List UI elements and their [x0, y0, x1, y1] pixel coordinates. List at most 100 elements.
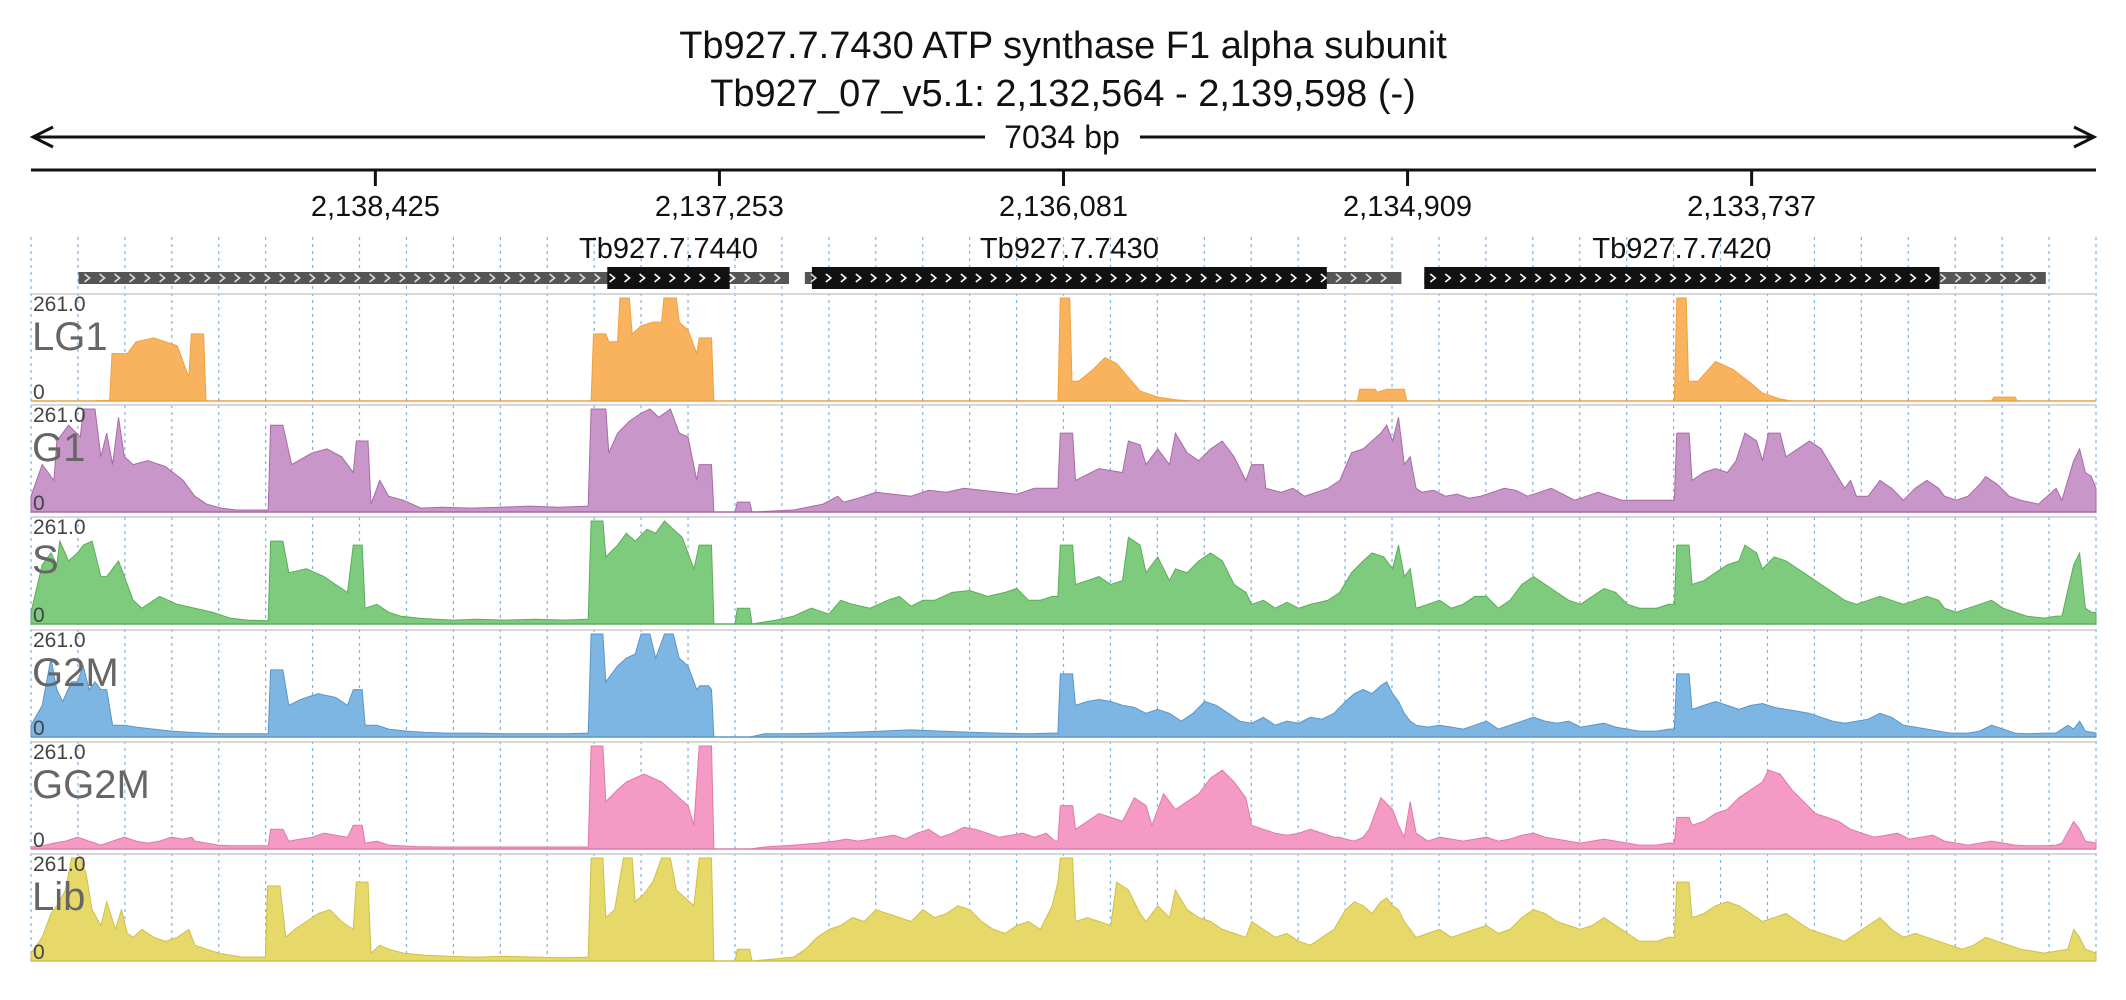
strand-chevron: [1200, 273, 1208, 283]
y-min-label: 0: [33, 829, 45, 852]
gene-label: Tb927.7.7420: [1592, 233, 1771, 265]
strand-chevron: [810, 273, 818, 283]
strand-chevron: [1639, 273, 1647, 283]
ruler-tick-label: 2,136,081: [999, 191, 1128, 223]
strand-chevron: [1579, 273, 1587, 283]
strand-chevron: [915, 273, 923, 283]
strand-chevron: [669, 273, 676, 283]
strand-chevron: [1365, 273, 1373, 283]
strand-chevron: [975, 273, 983, 283]
strand-chevron: [1140, 273, 1148, 283]
strand-chevron: [744, 273, 751, 283]
strand-chevron: [429, 273, 436, 283]
strand-chevron: [960, 273, 968, 283]
strand-chevron: [459, 273, 466, 283]
strand-chevron: [354, 273, 361, 283]
strand-chevron: [1999, 273, 2007, 283]
y-max-label: 261.0: [33, 629, 86, 652]
strand-chevron: [279, 273, 286, 283]
strand-chevron: [114, 273, 121, 283]
strand-chevron: [2029, 273, 2037, 283]
strand-chevron: [504, 273, 511, 283]
strand-chevron: [1624, 273, 1632, 283]
strand-chevron: [855, 273, 863, 283]
strand-chevron: [1474, 273, 1482, 283]
strand-chevron: [399, 273, 406, 283]
strand-chevron: [264, 273, 271, 283]
strand-chevron: [1654, 273, 1662, 283]
strand-chevron: [99, 273, 106, 283]
ruler-tick-label: 2,133,737: [1687, 191, 1816, 223]
strand-chevron: [1185, 273, 1193, 283]
strand-chevron: [534, 273, 541, 283]
track-name: G1: [32, 426, 85, 470]
ruler-tick-label: 2,138,425: [311, 191, 440, 223]
gene-cds: [1424, 267, 1940, 289]
strand-chevron: [594, 273, 601, 283]
ruler: 7034 bp 2,138,425 2,137,253 2,136,081 2,134,…: [29, 119, 2098, 223]
strand-chevron: [1954, 273, 1962, 283]
strand-chevron: [1864, 273, 1872, 283]
coverage-area: [30, 408, 2097, 513]
strand-chevron: [1714, 273, 1722, 283]
strand-chevron: [1380, 273, 1388, 283]
strand-chevron: [1969, 273, 1977, 283]
arrow-head-right: [2073, 125, 2098, 149]
strand-chevron: [1110, 273, 1118, 283]
strand-chevron: [945, 273, 953, 283]
gene-cds: [607, 267, 730, 289]
strand-chevron: [1834, 273, 1842, 283]
strand-chevron: [1335, 273, 1343, 283]
strand-chevron: [309, 273, 316, 283]
strand-chevron: [1879, 273, 1887, 283]
strand-chevron: [1429, 273, 1437, 283]
strand-chevron: [1984, 273, 1992, 283]
coverage-area: [30, 857, 2097, 962]
track-gg2m: 261.0 0 GG2M: [30, 741, 2097, 852]
strand-chevron: [1669, 273, 1677, 283]
strand-chevron: [684, 273, 691, 283]
strand-chevron: [1320, 273, 1328, 283]
strand-chevron: [1350, 273, 1358, 283]
strand-chevron: [1729, 273, 1737, 283]
ruler-tick-label: 2,134,909: [1343, 191, 1472, 223]
strand-chevron: [294, 273, 301, 283]
strand-chevron: [1789, 273, 1797, 283]
strand-chevron: [774, 273, 781, 283]
strand-chevron: [1155, 273, 1163, 283]
strand-chevron: [654, 273, 661, 283]
strand-chevron: [339, 273, 346, 283]
strand-chevron: [1245, 273, 1253, 283]
strand-chevron: [1050, 273, 1058, 283]
strand-chevron: [1230, 273, 1238, 283]
y-max-label: 261.0: [33, 404, 86, 427]
strand-chevron: [1065, 273, 1073, 283]
strand-chevron: [1504, 273, 1512, 283]
strand-chevron: [1125, 273, 1133, 283]
strand-chevron: [324, 273, 331, 283]
strand-chevron: [414, 273, 421, 283]
strand-chevron: [1275, 273, 1283, 283]
strand-chevron: [1080, 273, 1088, 283]
strand-chevron: [204, 273, 211, 283]
strand-chevron: [369, 273, 376, 283]
y-min-label: 0: [33, 941, 45, 964]
strand-chevron: [1939, 273, 1947, 283]
strand-chevron: [1699, 273, 1707, 283]
strand-chevron: [1534, 273, 1542, 283]
y-max-label: 261.0: [33, 741, 86, 764]
strand-chevron: [870, 273, 878, 283]
strand-chevron: [1909, 273, 1917, 283]
strand-chevron: [159, 273, 166, 283]
strand-chevron: [729, 273, 736, 283]
strand-chevron: [1459, 273, 1467, 283]
strand-chevron: [1095, 273, 1103, 283]
strand-chevron: [759, 273, 766, 283]
y-min-label: 0: [33, 381, 45, 404]
strand-chevron: [1609, 273, 1617, 283]
track-g1: 261.0 0 G1: [30, 404, 2097, 515]
ruler-tick-label: 2,137,253: [655, 191, 784, 223]
strand-chevron: [1489, 273, 1497, 283]
strand-chevron: [609, 273, 616, 283]
